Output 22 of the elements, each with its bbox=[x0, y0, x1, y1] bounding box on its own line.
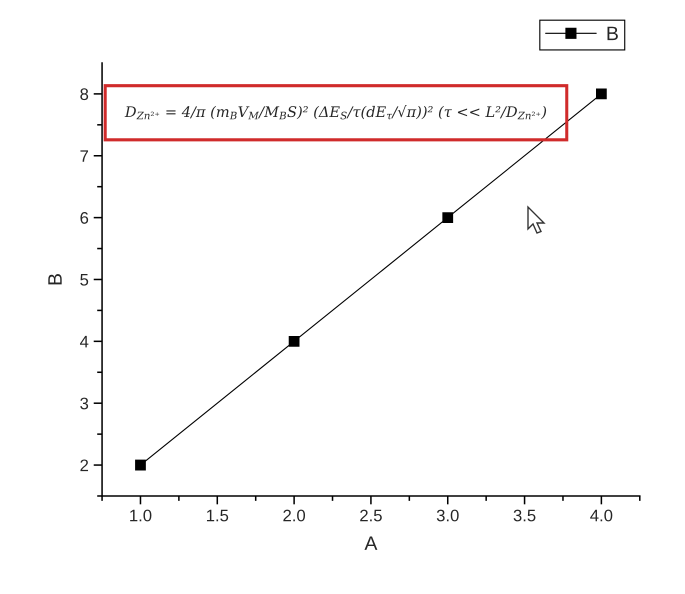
y-axis-title: B bbox=[48, 274, 62, 284]
x-tick-label: 2.0 bbox=[283, 510, 306, 522]
x-tick-label: 1.0 bbox=[130, 510, 152, 522]
x-tick-label: 2.5 bbox=[360, 510, 382, 522]
point bbox=[442, 212, 454, 223]
point bbox=[135, 460, 146, 470]
y-tick-label: 3 bbox=[80, 398, 88, 410]
y-tick-label: 2 bbox=[80, 459, 88, 472]
y-tick-label: 6 bbox=[80, 212, 88, 224]
x-tick-label: 3.5 bbox=[514, 510, 536, 522]
legend-label: B bbox=[608, 26, 618, 40]
point bbox=[596, 88, 607, 100]
y-tick-label: 5 bbox=[80, 274, 88, 286]
x-tick-label: 3.0 bbox=[436, 510, 459, 522]
x-tick-label: 1.5 bbox=[206, 510, 228, 522]
y-tick-label: 7 bbox=[80, 150, 88, 162]
x-axis-title: A bbox=[364, 536, 378, 550]
x-tick-label: 4.0 bbox=[590, 510, 612, 522]
y-tick-label: 4 bbox=[80, 336, 88, 348]
point bbox=[288, 336, 300, 347]
y-tick-label: 8 bbox=[80, 88, 88, 100]
text: D$_{Zn²⁺}$ = 4/π (m$_{B}$V$_{M}$/M$_{B}$S)² (ΔE$_{S}$/τ(dE$_{τ}$/√π))² (τ << L²/D$_{Zn²⁺}$) bbox=[124, 105, 546, 120]
